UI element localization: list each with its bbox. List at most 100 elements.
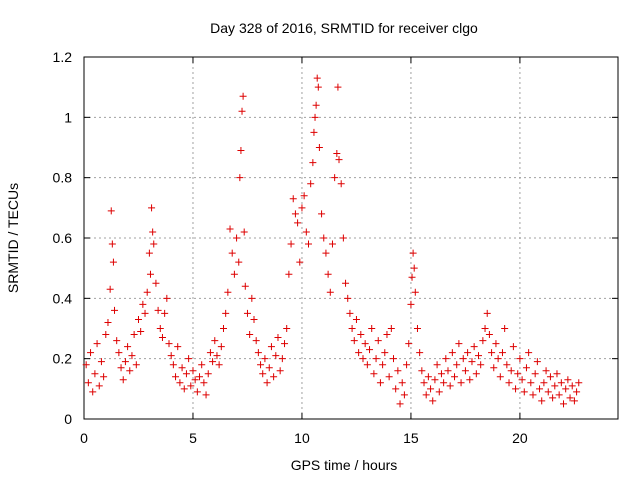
data-point <box>566 394 574 402</box>
data-point <box>352 315 360 323</box>
data-point <box>182 370 190 378</box>
data-point <box>540 379 548 387</box>
data-point <box>494 355 502 363</box>
data-point <box>224 288 232 296</box>
data-point <box>451 373 459 381</box>
data-point <box>518 376 526 384</box>
data-point <box>169 361 177 369</box>
data-point <box>191 376 199 384</box>
data-point <box>230 270 238 278</box>
data-point <box>228 249 236 257</box>
data-point <box>381 349 389 357</box>
data-point <box>472 370 480 378</box>
data-point <box>213 352 221 360</box>
data-point <box>408 273 416 281</box>
data-point <box>161 309 169 317</box>
data-point <box>187 382 195 390</box>
data-point <box>102 331 110 339</box>
data-point <box>139 300 147 308</box>
data-point <box>542 367 550 375</box>
data-point <box>416 349 424 357</box>
data-point <box>549 394 557 402</box>
data-point <box>331 174 339 182</box>
data-point <box>298 204 306 212</box>
data-point <box>505 379 513 387</box>
data-point <box>433 361 441 369</box>
data-point <box>457 379 465 387</box>
data-point <box>115 349 123 357</box>
data-point <box>174 343 182 351</box>
data-point <box>407 300 415 308</box>
x-tick-label: 15 <box>403 430 419 446</box>
data-point <box>302 228 310 236</box>
data-point <box>573 388 581 396</box>
data-point <box>100 373 108 381</box>
data-point <box>503 361 511 369</box>
data-point <box>544 388 552 396</box>
data-point <box>335 156 343 164</box>
data-point <box>117 364 125 372</box>
data-point <box>350 337 358 345</box>
data-point <box>200 379 208 387</box>
data-point <box>410 264 418 272</box>
data-point <box>165 340 173 348</box>
data-point <box>324 270 332 278</box>
data-point <box>485 331 493 339</box>
data-point <box>468 358 476 366</box>
data-point <box>272 352 280 360</box>
data-point <box>527 379 535 387</box>
data-point <box>424 373 432 381</box>
data-point <box>150 240 158 248</box>
data-point <box>420 379 428 387</box>
data-point <box>257 361 265 369</box>
data-point <box>398 379 406 387</box>
data-point <box>163 294 171 302</box>
data-point <box>498 349 506 357</box>
data-point <box>368 325 376 332</box>
data-point <box>538 397 546 405</box>
data-point <box>361 340 369 348</box>
data-point <box>209 358 217 366</box>
data-point <box>281 340 289 348</box>
data-point <box>206 349 214 357</box>
data-point <box>466 376 474 384</box>
data-point <box>240 228 248 236</box>
data-point <box>568 382 576 390</box>
data-point <box>455 340 463 348</box>
data-point <box>570 397 578 405</box>
data-point <box>372 355 380 363</box>
data-point <box>328 240 336 248</box>
data-point <box>274 334 282 342</box>
data-point <box>509 343 517 351</box>
y-tick-label: 0.6 <box>53 230 73 246</box>
data-point <box>394 367 402 375</box>
data-point <box>529 391 537 399</box>
x-tick-label: 10 <box>294 430 310 446</box>
data-point <box>551 382 559 390</box>
data-point <box>440 379 448 387</box>
data-point <box>431 376 439 384</box>
data-point <box>304 240 312 248</box>
x-axis-label: GPS time / hours <box>291 457 398 473</box>
data-point <box>483 309 491 317</box>
data-point <box>134 315 142 323</box>
data-point <box>283 325 291 332</box>
data-point <box>241 282 249 290</box>
data-points <box>82 74 583 408</box>
data-point <box>413 325 421 332</box>
data-point <box>313 74 321 82</box>
data-point <box>289 195 297 203</box>
data-point <box>346 309 354 317</box>
data-point <box>263 379 271 387</box>
data-point <box>233 234 241 242</box>
data-point <box>492 340 500 348</box>
data-point <box>477 361 485 369</box>
data-point <box>307 180 315 188</box>
data-point <box>459 355 467 363</box>
y-tick-label: 1.2 <box>53 49 73 65</box>
data-point <box>287 240 295 248</box>
data-point <box>333 150 341 158</box>
data-point <box>106 285 114 293</box>
data-point <box>198 361 206 369</box>
